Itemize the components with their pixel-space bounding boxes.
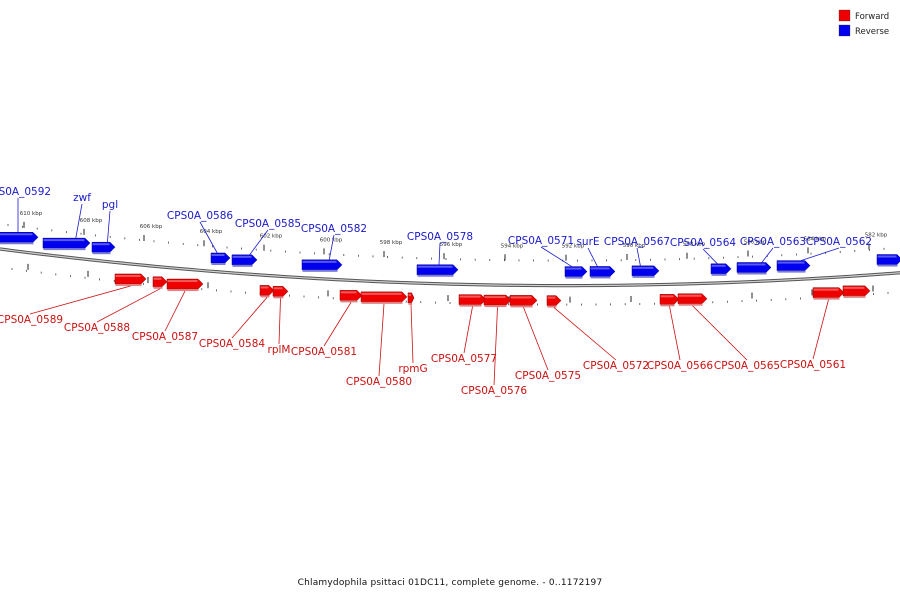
gene-cps0a-0577[interactable] [458,294,487,307]
tick-label-596-kbp: 596 kbp [440,242,463,248]
gene-label-cps0a-0586: CPS0A_0586 [167,210,233,222]
gene-label-cps0a-0565: CPS0A_0565 [714,360,780,372]
gene-cps0a-0588[interactable] [152,276,168,289]
gene-cps0a-0592[interactable] [0,232,39,245]
tick-label-604-kbp: 604 kbp [200,229,223,235]
legend-swatch-reverse [838,24,851,37]
gene-label-pgl: pgl [102,199,118,211]
gene-label-cps0a-0592: CPS0A_0592 [0,186,51,198]
axis-ticks: 610 kbp 608 kbp 606 kbp 604 kbp 602 kbp 600 k… [7,211,889,306]
gene-label-cps0a-0564: CPS0A_0564 [670,237,736,249]
tick-label-594-kbp: 594 kbp [501,243,524,249]
gene-cps0a-0578[interactable] [416,264,459,277]
gene-label-cps0a-0585: CPS0A_0585 [235,218,301,230]
gene-cps0a-0580[interactable] [360,291,408,304]
gene-label-zwf: zwf [73,192,91,204]
genome-caption: Chlamydophila psittaci 01DC11, complete … [297,578,603,588]
gene-label-cps0a-0581: CPS0A_0581 [291,346,357,358]
gene-label-cps0a-0567: CPS0A_0567 [604,236,670,248]
gene-cps0a-0571[interactable] [564,266,588,279]
gene-label-rplm: rplM [268,344,291,356]
gene-cps0a-0589[interactable] [114,273,147,286]
gene-unlabeled-reverse[interactable] [876,254,900,267]
gene-cps0a-0564[interactable] [710,263,732,276]
gene-label-cps0a-0577: CPS0A_0577 [431,353,497,365]
gene-label-rpmg: rpmG [398,363,427,375]
gene-cps0a-0566[interactable] [659,294,680,307]
gene-rpmg[interactable] [407,292,415,305]
legend: Forward Reverse [838,9,889,37]
gene-cps0a-0586[interactable] [210,252,231,266]
gene-unlabeled-forward[interactable] [842,285,871,298]
gene-cps0a-0567[interactable] [631,265,660,278]
gene-label-cps0a-0572: CPS0A_0572 [583,360,649,372]
label-leader-lines [17,198,840,386]
gene-label-cps0a-0589: CPS0A_0589 [0,314,63,326]
legend-label-reverse: Reverse [855,27,889,37]
gene-label-cps0a-0562: CPS0A_0562 [806,236,872,248]
gene-label-cps0a-0576: CPS0A_0576 [461,385,527,397]
gene-cps0a-0576[interactable] [483,294,512,308]
tick-label-600-kbp: 600 kbp [320,237,343,243]
gene-sure[interactable] [589,266,616,279]
gene-rplm[interactable] [272,286,289,299]
gene-label-sure: surE [576,236,599,248]
genome-backbone [0,247,900,288]
gene-cps0a-0582[interactable] [301,259,343,272]
gene-cps0a-0587[interactable] [166,278,204,292]
gene-label-cps0a-0588: CPS0A_0588 [64,322,130,334]
gene-label-cps0a-0580: CPS0A_0580 [346,376,412,388]
tick-label-588-kbp: 588 kbp [683,242,706,248]
gene-cps0a-0581[interactable] [339,290,363,303]
tick-label-606-kbp: 606 kbp [140,224,163,230]
gene-cps0a-0565[interactable] [677,293,708,306]
tick-label-608-kbp: 608 kbp [80,218,103,224]
gene-labels: CPS0A_0592zwfpglCPS0A_0586CPS0A_0585CPS0… [0,186,872,397]
gene-label-cps0a-0587: CPS0A_0587 [132,331,198,343]
gene-label-cps0a-0566: CPS0A_0566 [647,360,713,372]
gene-label-cps0a-0561: CPS0A_0561 [780,359,846,371]
gene-label-cps0a-0584: CPS0A_0584 [199,338,265,350]
gene-label-cps0a-0571: CPS0A_0571 [508,235,574,247]
gene-cps0a-0575[interactable] [509,295,538,308]
tick-label-592-kbp: 592 kbp [562,244,585,250]
gene-cps0a-0572[interactable] [546,295,562,308]
tick-label-584-kbp: 584 kbp [804,236,827,242]
tick-label-586-kbp: 586 kbp [744,239,767,245]
legend-label-forward: Forward [855,12,889,22]
tick-label-602-kbp: 602 kbp [260,234,283,240]
gene-label-cps0a-0582: CPS0A_0582 [301,223,367,235]
gene-label-cps0a-0578: CPS0A_0578 [407,231,473,243]
tick-label-582-kbp: 582 kbp [865,233,888,239]
legend-swatch-forward [838,9,851,22]
gene-label-cps0a-0575: CPS0A_0575 [515,370,581,382]
gene-cps0a-0562[interactable] [776,260,811,273]
tick-label-598-kbp: 598 kbp [380,240,403,246]
tick-label-590-kbp: 590 kbp [623,243,646,249]
gene-cps0a-0561[interactable] [812,287,845,300]
gene-cps0a-0584[interactable] [259,285,275,298]
tick-label-610-kbp: 610 kbp [20,211,43,217]
gene-cps0a-0585[interactable] [231,254,258,267]
gene-features [0,232,900,308]
gene-zwf[interactable] [42,237,91,251]
gene-cps0a-0563[interactable] [736,262,772,275]
gene-label-cps0a-0563: CPS0A_0563 [740,236,806,248]
gene-pgl[interactable] [91,241,116,255]
